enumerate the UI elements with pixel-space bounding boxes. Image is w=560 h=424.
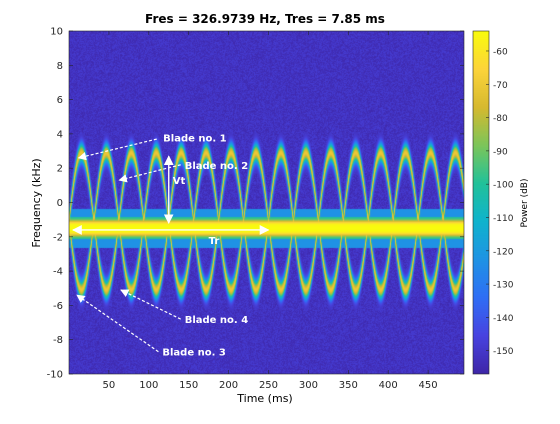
x-tick-label: 300 bbox=[299, 380, 318, 391]
x-tick-label: 200 bbox=[219, 380, 238, 391]
y-tick-label: 8 bbox=[57, 61, 63, 72]
annotation-label: Vt bbox=[173, 176, 186, 187]
annotation-arrow bbox=[77, 138, 157, 161]
y-tick-label: -2 bbox=[53, 232, 63, 243]
colorbar-tick-label: -60 bbox=[493, 47, 508, 57]
y-tick-label: 2 bbox=[57, 164, 63, 175]
colorbar-tick-label: -140 bbox=[493, 314, 514, 324]
x-tick-label: 450 bbox=[419, 380, 438, 391]
x-axis: 50 100 150 200 250 300 350 400 450 bbox=[103, 31, 438, 391]
annotation-label: Blade no. 3 bbox=[162, 348, 225, 359]
colorbar-frame bbox=[472, 30, 490, 375]
x-tick-label: 350 bbox=[339, 380, 358, 391]
y-axis: -10 -8 -6 -4 -2 0 2 4 6 8 10 bbox=[47, 27, 464, 381]
annotation-arrow bbox=[76, 294, 159, 353]
colorbar-tick-label: -100 bbox=[493, 181, 514, 191]
x-tick-label: 100 bbox=[139, 380, 158, 391]
y-tick-label: -6 bbox=[53, 301, 63, 312]
y-tick-label: 6 bbox=[57, 95, 63, 106]
colorbar-axis: -60 -70 -80 -90 -100 -110 -120 -130 -140 -150 bbox=[486, 47, 514, 357]
colorbar-tick-label: -130 bbox=[493, 281, 514, 291]
x-tick-label: 50 bbox=[103, 380, 116, 391]
annotation-label: Blade no. 1 bbox=[163, 133, 226, 144]
colorbar-tick-label: -110 bbox=[493, 214, 514, 224]
x-axis-label: Time (ms) bbox=[236, 392, 292, 405]
x-tick-label: 250 bbox=[259, 380, 278, 391]
y-tick-label: 4 bbox=[57, 129, 63, 140]
colorbar-label: Power (dB) bbox=[520, 179, 530, 228]
y-axis-label: Frequency (kHz) bbox=[30, 158, 43, 247]
y-tick-label: -10 bbox=[47, 370, 63, 381]
colorbar-tick-label: -90 bbox=[493, 147, 508, 157]
x-tick-label: 400 bbox=[379, 380, 398, 391]
colorbar-tick-label: -80 bbox=[493, 114, 508, 124]
annotation-arrow bbox=[120, 289, 181, 320]
y-tick-label: -8 bbox=[53, 335, 63, 346]
colorbar-tick-label: -70 bbox=[493, 81, 508, 91]
colorbar bbox=[473, 31, 489, 374]
spectrogram-heatmap bbox=[69, 31, 464, 374]
x-tick-label: 150 bbox=[179, 380, 198, 391]
annotation-label: Blade no. 2 bbox=[185, 161, 248, 172]
y-tick-label: 10 bbox=[50, 27, 63, 38]
colorbar-tick-label: -120 bbox=[493, 247, 514, 257]
colorbar-tick-label: -150 bbox=[493, 347, 514, 357]
annotation-label: Blade no. 4 bbox=[185, 315, 248, 326]
chart-title: Fres = 326.9739 Hz, Tres = 7.85 ms bbox=[145, 12, 385, 26]
annotations: Blade no. 1 Blade no. 2 Blade no. 4 Blade n… bbox=[72, 133, 270, 359]
y-tick-label: -4 bbox=[53, 267, 63, 278]
y-tick-label: 0 bbox=[57, 198, 63, 209]
annotation-label: Tr bbox=[209, 236, 220, 247]
